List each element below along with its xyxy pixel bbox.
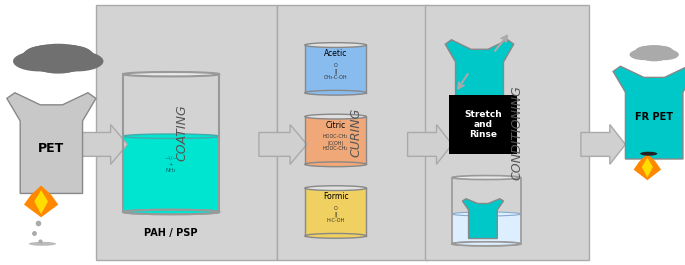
Polygon shape <box>634 154 661 180</box>
Text: FR PET: FR PET <box>635 112 673 122</box>
Text: Citric: Citric <box>325 121 346 130</box>
Polygon shape <box>79 125 127 164</box>
Text: O
‖
H-C-OH: O ‖ H-C-OH <box>327 206 345 223</box>
Polygon shape <box>581 125 625 164</box>
Ellipse shape <box>123 210 219 214</box>
Polygon shape <box>7 93 96 193</box>
Polygon shape <box>462 199 503 238</box>
Circle shape <box>47 45 92 63</box>
Ellipse shape <box>452 242 521 246</box>
Polygon shape <box>305 45 366 93</box>
Circle shape <box>648 46 673 55</box>
Text: ~\/~
 + 
NH₃: ~\/~ + NH₃ <box>165 156 177 173</box>
Polygon shape <box>452 214 521 244</box>
Circle shape <box>650 49 679 60</box>
Text: CONDITIONING: CONDITIONING <box>511 85 523 180</box>
Ellipse shape <box>305 233 366 238</box>
FancyBboxPatch shape <box>425 5 589 260</box>
Text: PET: PET <box>38 142 64 155</box>
Circle shape <box>34 55 83 74</box>
Ellipse shape <box>305 162 366 167</box>
Circle shape <box>634 45 675 61</box>
Ellipse shape <box>123 72 219 76</box>
Ellipse shape <box>305 114 366 119</box>
Text: CURING: CURING <box>350 108 362 157</box>
Ellipse shape <box>123 134 219 138</box>
Ellipse shape <box>123 210 219 214</box>
FancyBboxPatch shape <box>96 5 277 260</box>
Polygon shape <box>259 125 307 164</box>
Ellipse shape <box>29 242 56 246</box>
Polygon shape <box>305 117 366 164</box>
Circle shape <box>640 51 667 61</box>
Polygon shape <box>613 66 685 159</box>
Polygon shape <box>24 186 58 217</box>
Text: Formic: Formic <box>323 192 349 201</box>
Ellipse shape <box>305 90 366 95</box>
Polygon shape <box>445 40 514 119</box>
Text: PAH / PSP: PAH / PSP <box>145 228 198 238</box>
Ellipse shape <box>640 152 657 156</box>
Polygon shape <box>123 136 219 212</box>
Circle shape <box>630 49 658 60</box>
Text: Stretch
and
Rinse: Stretch and Rinse <box>464 110 502 139</box>
Polygon shape <box>34 190 48 214</box>
Circle shape <box>21 44 96 73</box>
Ellipse shape <box>452 242 521 246</box>
Circle shape <box>13 51 66 72</box>
Text: COATING: COATING <box>175 104 188 161</box>
Text: O
‖
CH₃-C-OH: O ‖ CH₃-C-OH <box>324 63 347 80</box>
Ellipse shape <box>305 43 366 47</box>
FancyBboxPatch shape <box>449 95 517 154</box>
Circle shape <box>25 45 70 63</box>
Text: Acetic: Acetic <box>324 49 347 58</box>
Text: HOOC-CH₂
|C(OH)
HOOC-CH₂: HOOC-CH₂ |C(OH) HOOC-CH₂ <box>323 134 349 151</box>
Ellipse shape <box>452 175 521 180</box>
Circle shape <box>636 46 660 55</box>
Circle shape <box>51 51 103 72</box>
FancyBboxPatch shape <box>277 5 428 260</box>
Ellipse shape <box>305 186 366 191</box>
Ellipse shape <box>452 212 521 216</box>
Polygon shape <box>642 158 653 178</box>
Polygon shape <box>305 188 366 236</box>
Polygon shape <box>408 125 452 164</box>
